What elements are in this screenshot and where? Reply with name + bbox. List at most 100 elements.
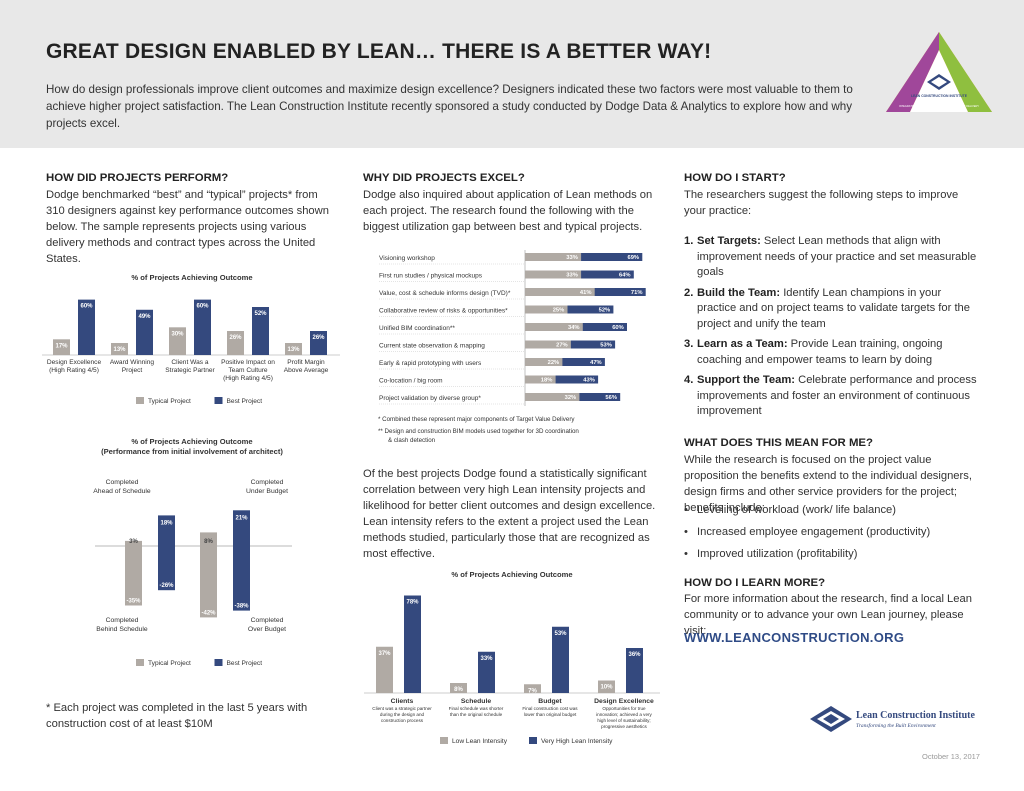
data-label: -38%: [234, 604, 249, 610]
legend-label: Best Project: [227, 660, 263, 667]
category-description: progressive aesthetics: [601, 724, 647, 729]
data-label: 52%: [254, 311, 267, 317]
legend-label: Best Project: [227, 398, 263, 405]
category-description: Final construction cost was: [522, 706, 578, 711]
category-description: Final schedule was shorter: [449, 706, 504, 711]
category-label: Positive Impact on: [221, 359, 275, 366]
method-label: Unified BIM coordination**: [379, 325, 455, 332]
bar: [285, 343, 302, 355]
benefit-item: • Increased employee engagement (producti…: [684, 524, 984, 540]
bar-typical: [525, 288, 595, 296]
bullet-icon: •: [684, 548, 688, 560]
bar-negative: [158, 546, 175, 591]
bar: [450, 683, 467, 693]
data-label: 36%: [628, 652, 641, 658]
category-label: Strategic Partner: [165, 367, 215, 374]
logo-text: LEAN CONSTRUCTION INSTITUTE: [911, 94, 967, 98]
logo-subtext: INTEGRATING PROJECT DELIVERY & LEAN PROJ…: [899, 105, 979, 108]
legend-label: Typical Project: [148, 398, 191, 405]
bar-positive: [200, 532, 217, 546]
learn-body: For more information about the research,…: [684, 593, 972, 637]
bar-typical: [525, 253, 582, 261]
method-label: Collaborative review of risks & opportun…: [379, 308, 508, 315]
footer-logo-text: Lean Construction Institute: [856, 710, 975, 721]
category-description: construction process: [381, 718, 424, 723]
bar-positive: [125, 540, 142, 546]
bar: [478, 651, 495, 693]
bar: [552, 626, 569, 693]
category-description: innovation; achieved a very: [596, 712, 652, 717]
data-label: 21%: [235, 515, 248, 521]
bar: [53, 339, 70, 355]
footer-tagline: Transforming the Built Environment: [856, 723, 936, 729]
bullet-icon: •: [684, 504, 688, 516]
data-label: 18%: [541, 378, 553, 384]
category-label: Client Was a: [171, 359, 208, 366]
category-description: high level of sustainability;: [597, 718, 650, 723]
method-label: Value, cost & schedule informs design (T…: [379, 290, 511, 297]
data-label: 26%: [312, 335, 325, 341]
step-title: Learn as a Team:: [697, 338, 788, 350]
group-top-label: Under Budget: [246, 488, 288, 495]
outcome-bar-chart: % of Projects Achieving Outcome 17% 60% Des…: [42, 273, 340, 405]
group-bottom-label: Over Budget: [248, 626, 286, 633]
legend-swatch: [136, 659, 144, 666]
group-bottom-label: Completed: [251, 617, 284, 624]
group-bottom-label: Completed: [106, 617, 139, 624]
category-description: Opportunities for true: [602, 706, 646, 711]
header-band: GREAT DESIGN ENABLED BY LEAN… THERE IS A…: [0, 0, 1024, 148]
bar: [404, 595, 421, 693]
legend-swatch: [136, 397, 144, 404]
data-label: 13%: [113, 347, 126, 353]
data-label: 27%: [556, 343, 568, 349]
bar-typical: [525, 270, 582, 279]
step-number: 4.: [684, 374, 694, 386]
data-label: 32%: [565, 395, 577, 401]
heading-what-mean: WHAT DOES THIS MEAN FOR ME?: [684, 437, 873, 449]
category-label: Profit Margin: [287, 359, 325, 366]
step-title: Set Targets:: [697, 235, 761, 247]
data-label: 53%: [554, 631, 567, 637]
category-label: Design Excellence: [47, 359, 102, 366]
category-description: lower than original budget: [524, 712, 577, 717]
data-label: 49%: [138, 314, 151, 320]
step-text: Build the Team: Identify Lean champions …: [697, 286, 979, 333]
data-label: 60%: [612, 325, 624, 331]
category-label: Clients: [391, 698, 414, 705]
category-description: during the design and: [380, 712, 425, 717]
benefit-list: • Leveling of workload (work/ life balanc…: [684, 502, 984, 568]
data-label: 7%: [528, 688, 537, 694]
step-item: 3. Learn as a Team: Provide Lean training…: [684, 337, 979, 368]
method-label: Project validation by diverse group*: [379, 395, 481, 402]
bullet-icon: •: [684, 526, 688, 538]
perform-body: Dodge benchmarked “best” and “typical” p…: [46, 189, 329, 265]
data-label: 64%: [619, 273, 631, 279]
heading-learn-more: HOW DO I LEARN MORE?: [684, 577, 826, 589]
group-top-label: Completed: [251, 479, 284, 486]
step-item: 4. Support the Team: Celebrate performanc…: [684, 373, 979, 420]
data-label: 53%: [600, 343, 612, 349]
website-link[interactable]: WWW.LEANCONSTRUCTION.ORG: [684, 630, 905, 645]
data-label: -35%: [126, 599, 141, 605]
data-label: 17%: [55, 343, 68, 349]
bar-positive: [233, 510, 250, 546]
legend-label: Typical Project: [148, 660, 191, 667]
step-number: 1.: [684, 235, 694, 247]
schedule-budget-chart: % of Projects Achieving Outcome(Performa…: [93, 437, 292, 667]
lci-footer-logo-icon: [810, 706, 852, 732]
step-text: Learn as a Team: Provide Lean training, …: [697, 337, 979, 368]
bar-typical: [525, 375, 556, 384]
data-label: 10%: [600, 685, 613, 691]
step-item: 2. Build the Team: Identify Lean champion…: [684, 286, 979, 333]
bar-best: [525, 305, 614, 314]
category-label: Schedule: [461, 698, 491, 705]
footnote: * Each project was completed in the last…: [46, 702, 308, 730]
category-label: Award Winning: [110, 359, 155, 366]
data-label: 8%: [454, 687, 463, 693]
legend-swatch: [214, 659, 223, 666]
mean-body: While the research is focused on the pro…: [684, 454, 972, 514]
lean-methods-chart: Visioning workshop 33% 69% First run studie…: [379, 250, 646, 406]
data-label: 34%: [568, 325, 580, 331]
bar-typical: [525, 305, 568, 314]
method-label: Early & rapid prototyping with users: [379, 360, 482, 367]
